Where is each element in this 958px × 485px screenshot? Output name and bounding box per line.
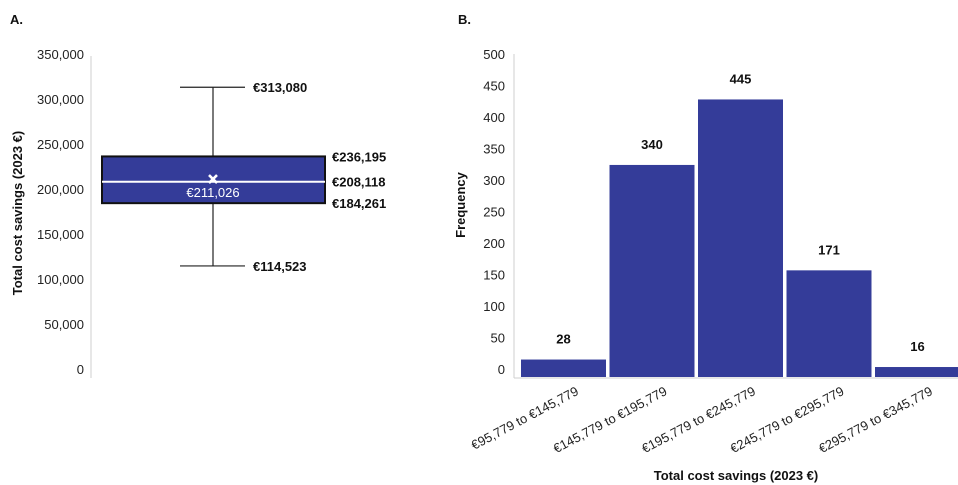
q3-label: €236,195 bbox=[332, 149, 386, 164]
y-tick-label: 400 bbox=[483, 110, 505, 125]
mean-marker bbox=[208, 174, 218, 184]
y-tick-label: 50 bbox=[491, 331, 505, 346]
bar-data-label: 445 bbox=[730, 71, 752, 86]
max-label: €313,080 bbox=[253, 80, 307, 95]
y-tick-label: 0 bbox=[77, 362, 84, 377]
histogram-bar bbox=[786, 270, 872, 377]
y-tick-label: 500 bbox=[483, 47, 505, 62]
median-label: €208,118 bbox=[332, 175, 386, 190]
bar-data-label: 171 bbox=[818, 242, 840, 257]
y-tick-label: 250 bbox=[483, 205, 505, 220]
bar-data-label: 16 bbox=[910, 339, 924, 354]
histogram-bar bbox=[698, 99, 783, 378]
y-tick-label: 450 bbox=[483, 79, 505, 94]
y-tick-label: 350,000 bbox=[37, 47, 84, 62]
bar-data-label: 28 bbox=[556, 332, 570, 347]
y-tick-label: 100,000 bbox=[37, 272, 84, 287]
panel-b-x-axis-label: Total cost savings (2023 €) bbox=[654, 468, 819, 483]
y-tick-label: 150 bbox=[483, 268, 505, 283]
panel-a-y-axis-label: Total cost savings (2023 €) bbox=[10, 131, 25, 296]
histogram-bar bbox=[875, 367, 958, 377]
y-tick-label: 50,000 bbox=[44, 317, 84, 332]
y-tick-label: 300 bbox=[483, 173, 505, 188]
q1-label: €184,261 bbox=[332, 196, 386, 211]
box-plot: €313,080 €236,195 €208,118 €184,261 €114,523… bbox=[101, 80, 386, 274]
mean-label: €211,026 bbox=[186, 185, 239, 200]
panel-b: B. Frequency 0 50 100 150 200 250 300 350 400 450… bbox=[453, 12, 958, 483]
y-tick-label: 200 bbox=[483, 236, 505, 251]
y-tick-label: 150,000 bbox=[37, 227, 84, 242]
histogram-bars: 28 340 445 171 16 bbox=[521, 71, 958, 378]
panel-b-y-axis-label: Frequency bbox=[453, 171, 468, 238]
histogram-bar bbox=[521, 359, 606, 377]
y-tick-label: 200,000 bbox=[37, 182, 84, 197]
panel-b-y-ticks: 0 50 100 150 200 250 300 350 400 450 500 bbox=[483, 47, 505, 377]
histogram-bar bbox=[609, 164, 695, 377]
y-tick-label: 250,000 bbox=[37, 137, 84, 152]
bar-data-label: 340 bbox=[641, 137, 663, 152]
y-tick-label: 350 bbox=[483, 142, 505, 157]
panel-a-label: A. bbox=[10, 12, 23, 27]
min-label: €114,523 bbox=[253, 259, 307, 274]
panel-b-label: B. bbox=[458, 12, 471, 27]
y-tick-label: 300,000 bbox=[37, 92, 84, 107]
y-tick-label: 100 bbox=[483, 299, 505, 314]
panel-a: A. Total cost savings (2023 €) 0 50,000 10… bbox=[10, 12, 386, 378]
panel-b-x-ticks: €95,779 to €145,779€145,779 to €195,779€… bbox=[469, 383, 935, 456]
panel-a-y-ticks: 0 50,000 100,000 150,000 200,000 250,000 300,0… bbox=[37, 47, 84, 377]
y-tick-label: 0 bbox=[498, 362, 505, 377]
